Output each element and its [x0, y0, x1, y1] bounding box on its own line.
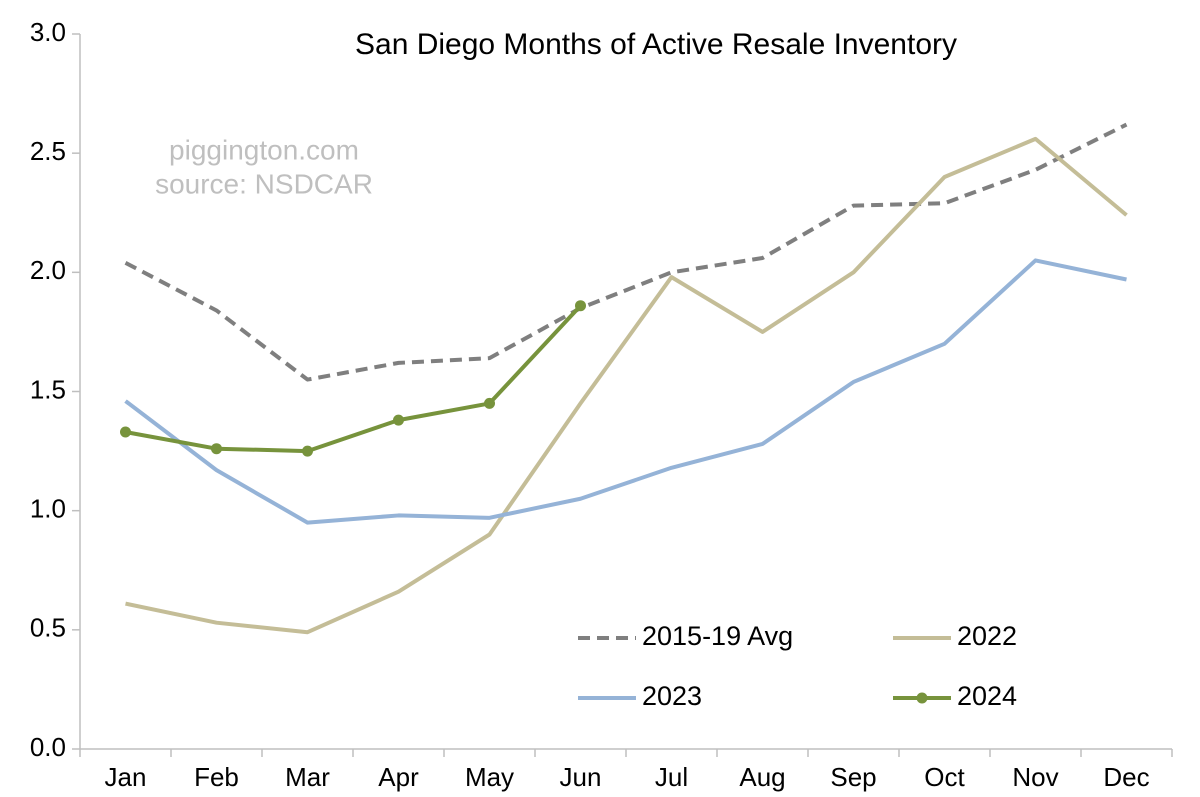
- legend-label: 2023: [642, 681, 702, 711]
- x-tick-label: Apr: [378, 762, 419, 792]
- y-tick-label: 2.5: [30, 136, 66, 166]
- point: [393, 414, 404, 426]
- y-tick-label: 0.5: [30, 613, 66, 643]
- x-tick-label: May: [465, 762, 514, 792]
- legend-marker: [916, 692, 928, 704]
- point: [302, 445, 313, 457]
- y-tick-label: 1.5: [30, 374, 66, 404]
- legend-label: 2015-19 Avg: [642, 621, 793, 651]
- x-tick-label: Jan: [105, 762, 147, 792]
- x-tick-label: Feb: [194, 762, 239, 792]
- x-tick-label: Mar: [285, 762, 330, 792]
- x-tick-label: Sep: [830, 762, 876, 792]
- x-tick-label: Jun: [560, 762, 602, 792]
- series-line: [124, 122, 1128, 382]
- point: [211, 443, 222, 455]
- chart-title: San Diego Months of Active Resale Invent…: [355, 28, 957, 61]
- x-tick-label: Aug: [739, 762, 785, 792]
- point: [575, 300, 586, 312]
- point: [120, 426, 131, 438]
- point: [484, 397, 495, 409]
- series-line: [125, 136, 1128, 635]
- series-line: [125, 304, 582, 454]
- x-tick-label: Oct: [924, 762, 965, 792]
- y-tick-label: 0.0: [30, 732, 66, 762]
- source-note: source: NSDCAR: [155, 168, 373, 199]
- x-tick-label: Jul: [655, 762, 688, 792]
- legend-label: 2024: [957, 681, 1017, 711]
- x-tick-label: Nov: [1012, 762, 1058, 792]
- y-tick-label: 2.0: [30, 255, 66, 285]
- y-tick-label: 3.0: [30, 17, 66, 47]
- legend-label: 2022: [957, 621, 1017, 651]
- x-tick-label: Dec: [1103, 762, 1149, 792]
- series-line: [124, 258, 1127, 525]
- y-tick-label: 1.0: [30, 494, 66, 524]
- watermark: piggington.com: [169, 134, 359, 165]
